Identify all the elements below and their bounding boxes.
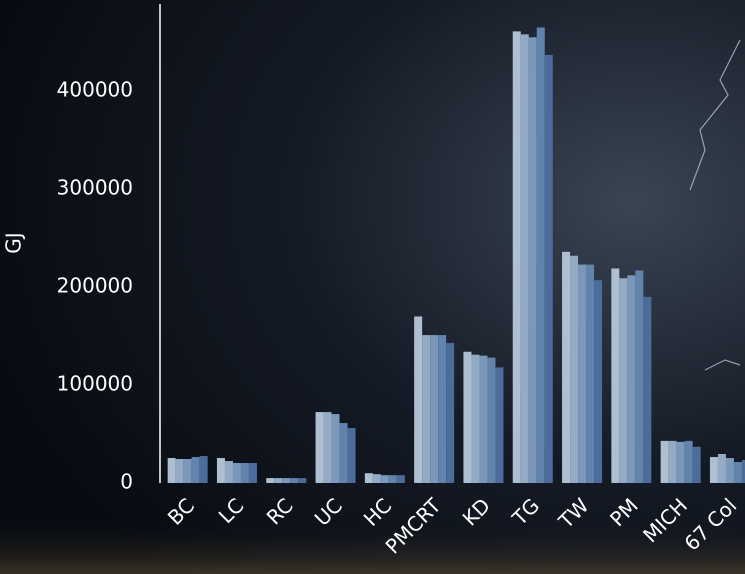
bar [396,475,405,483]
bar [668,440,677,483]
bar [741,459,745,483]
bar [495,367,504,483]
bar [684,440,693,483]
bar [331,414,340,483]
bar [323,412,332,483]
bar [717,454,726,483]
bar [725,458,734,483]
bar [266,478,275,483]
bar [520,34,529,484]
bar [660,440,669,483]
bar [643,296,652,483]
bar [463,351,472,483]
bar [422,335,431,483]
bar [619,278,628,483]
bar [528,37,537,484]
bar [388,475,397,483]
bar [544,54,553,483]
bar [635,270,644,483]
bar [512,31,521,483]
bar [167,458,176,483]
bar [380,475,389,483]
y-tick-label: 100000 [57,372,133,396]
bar [536,27,545,483]
city-glow [0,520,745,574]
y-axis-label: GJ [2,232,26,253]
bar [586,264,595,483]
bar [446,342,455,483]
bar [315,412,324,483]
bar [414,316,423,483]
bar [183,459,192,483]
y-tick-label: 300000 [57,176,133,200]
bar [274,478,283,483]
bar [240,463,249,483]
bar [175,459,184,483]
y-tick-label: 400000 [57,78,133,102]
bar [676,441,685,483]
bar [611,268,620,483]
bar [733,462,742,483]
bar [248,463,257,483]
bar [364,473,373,483]
bar [627,275,636,483]
bar [487,357,496,483]
y-tick-label: 200000 [57,274,133,298]
bar [709,457,718,483]
bar [347,428,356,483]
lightning [689,39,741,371]
bar [570,255,579,483]
y-tick-label: 0 [120,470,133,494]
bar [692,446,701,483]
bar [216,458,225,483]
bar [430,335,439,483]
bar [372,474,381,483]
bar [339,423,348,483]
bar [191,457,200,483]
bar [471,354,480,483]
bar [298,478,307,483]
bar [479,355,488,483]
bar [594,280,603,483]
bar [224,461,233,483]
bar [282,478,291,483]
bar [290,478,299,483]
bar [199,456,208,483]
bar [438,335,447,483]
bar [232,463,241,483]
bar [578,264,587,483]
bar [562,251,571,483]
